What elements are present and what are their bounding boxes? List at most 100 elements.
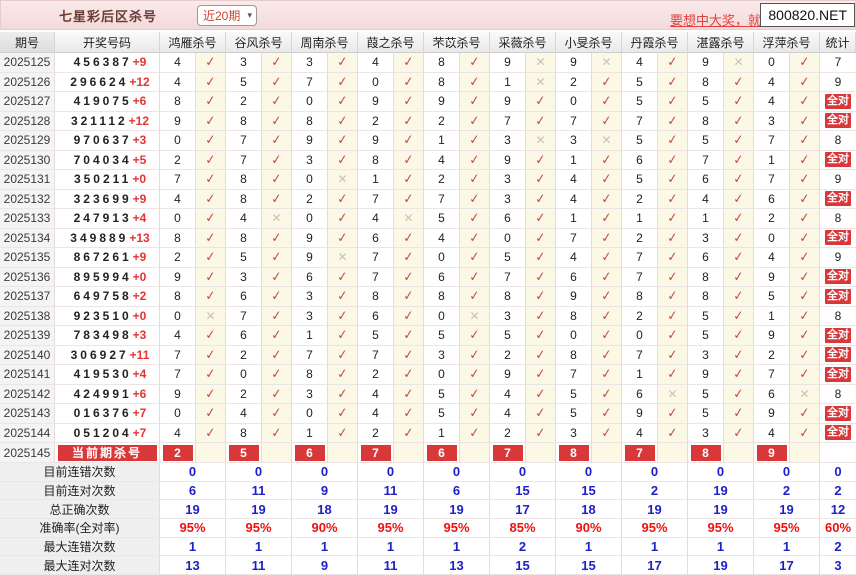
kill-number-text: 0 [240, 367, 247, 382]
draw-numbers: 456387 +9 [55, 53, 160, 73]
empty-check-cell [592, 443, 622, 463]
check-icon: ✓ [534, 307, 547, 324]
draw-numbers: 895994 +0 [55, 267, 160, 287]
check-icon: ✓ [798, 404, 811, 421]
result-mark: ✓ [262, 384, 292, 404]
kill-number-text: 4 [174, 328, 181, 343]
check-icon: ✓ [600, 248, 613, 265]
result-mark: ✓ [328, 306, 358, 326]
result-mark: ✓ [592, 72, 622, 92]
summary-value: 0 [622, 463, 688, 482]
draw-front-numbers: 424991 [73, 386, 132, 401]
issue-number-text: 2025127 [3, 94, 51, 109]
kill-number-text: 0 [306, 172, 313, 187]
result-mark: ✓ [526, 306, 556, 326]
result-mark: ✓ [592, 384, 622, 404]
summary-value-text: 19 [185, 501, 200, 517]
draw-back-number: +12 [129, 74, 150, 89]
kill-number: 5 [688, 404, 724, 424]
kill-number: 5 [424, 326, 460, 346]
kill-number: 9 [160, 384, 196, 404]
check-icon: ✓ [534, 268, 547, 285]
kill-number: 2 [754, 345, 790, 365]
kill-number: 0 [754, 53, 790, 73]
current-kill-number-text: 7 [360, 444, 391, 461]
result-mark: ✓ [196, 209, 226, 229]
result-mark: ✓ [658, 111, 688, 131]
col-header-expert-1: 鸿雁杀号 [160, 32, 226, 53]
summary-value: 1 [556, 537, 622, 557]
check-icon: ✓ [336, 307, 349, 324]
kill-number-text: 7 [702, 152, 709, 167]
draw-numbers: 704034 +5 [55, 150, 160, 170]
result-mark: ✓ [196, 189, 226, 209]
draw-back-number: +7 [132, 406, 147, 421]
issue-number-text: 2025137 [3, 289, 51, 304]
kill-number: 7 [226, 131, 262, 151]
check-icon: ✓ [600, 229, 613, 246]
summary-value-text: 17 [515, 501, 530, 517]
kill-number: 4 [160, 423, 196, 443]
result-mark: ✓ [262, 131, 292, 151]
kill-number: 7 [556, 111, 592, 131]
check-icon: ✓ [732, 190, 745, 207]
period-range-select[interactable]: 近20期 ▾ [197, 5, 257, 26]
kill-number-text: 2 [306, 191, 313, 206]
kill-number-text: 1 [768, 308, 775, 323]
check-icon: ✓ [402, 92, 415, 109]
kill-number: 3 [556, 131, 592, 151]
kill-number-text: 3 [504, 172, 511, 187]
result-mark: ✓ [658, 345, 688, 365]
summary-value: 11 [226, 481, 292, 501]
kill-number: 6 [490, 209, 526, 229]
check-icon: ✓ [468, 131, 481, 148]
draw-back-number: +3 [132, 133, 147, 148]
kill-number: 6 [358, 228, 394, 248]
kill-number: 7 [490, 267, 526, 287]
summary-value-text: 15 [515, 557, 530, 573]
result-mark: ✓ [460, 189, 490, 209]
check-icon: ✓ [204, 346, 217, 363]
issue-number-text: 2025144 [3, 425, 51, 440]
result-mark: ✓ [460, 404, 490, 424]
check-icon: ✓ [468, 326, 481, 343]
col-header-expert-3: 周南杀号 [292, 32, 358, 53]
check-icon: ✓ [798, 190, 811, 207]
check-icon: ✓ [534, 151, 547, 168]
draw-numbers: 649758 +2 [55, 287, 160, 307]
stat-cell: 全对 [820, 92, 856, 112]
result-mark: ✓ [592, 365, 622, 385]
draw-front-numbers: 704034 [73, 152, 132, 167]
kill-number-text: 0 [306, 94, 313, 109]
kill-number-text: 9 [306, 133, 313, 148]
kill-number-text: 6 [768, 386, 775, 401]
check-icon: ✓ [666, 170, 679, 187]
table-row: 2025140 306927 +11 7 ✓ 2 ✓ 7 ✓ 7 ✓ 3 ✓ 2 ✓ 8 ✓ 7 ✓ 3 ✓ 2 ✓ 全对 [0, 345, 856, 365]
kill-number: 4 [688, 189, 724, 209]
kill-number-text: 2 [438, 113, 445, 128]
result-mark: ✓ [196, 287, 226, 307]
kill-number: 3 [226, 267, 262, 287]
summary-value: 2 [490, 537, 556, 557]
kill-number-text: 3 [240, 55, 247, 70]
col-header-issue: 期号 [0, 32, 55, 53]
kill-number-text: 9 [768, 269, 775, 284]
kill-number: 8 [688, 72, 724, 92]
stat-cell: 9 [820, 170, 856, 190]
kill-number: 2 [292, 189, 328, 209]
result-mark: ✓ [196, 228, 226, 248]
table-row: 2025135 867261 +9 2 ✓ 5 ✓ 9 ✕ 7 ✓ 0 ✓ 5 ✓ 4 ✓ 7 ✓ 6 ✓ 4 ✓ 9 [0, 248, 856, 268]
kill-number-text: 8 [702, 269, 709, 284]
kill-number: 1 [556, 209, 592, 229]
kill-number: 6 [688, 248, 724, 268]
kill-number-text: 5 [240, 74, 247, 89]
check-icon: ✓ [270, 190, 283, 207]
check-icon: ✓ [798, 229, 811, 246]
kill-number-text: 4 [504, 386, 511, 401]
summary-value: 18 [556, 500, 622, 520]
check-icon: ✓ [402, 424, 415, 441]
check-icon: ✓ [270, 268, 283, 285]
kill-number-text: 0 [372, 74, 379, 89]
kill-number-text: 5 [636, 74, 643, 89]
table-row: 2025132 323699 +9 4 ✓ 8 ✓ 2 ✓ 7 ✓ 7 ✓ 3 ✓ 4 ✓ 2 ✓ 4 ✓ 6 ✓ 全对 [0, 189, 856, 209]
